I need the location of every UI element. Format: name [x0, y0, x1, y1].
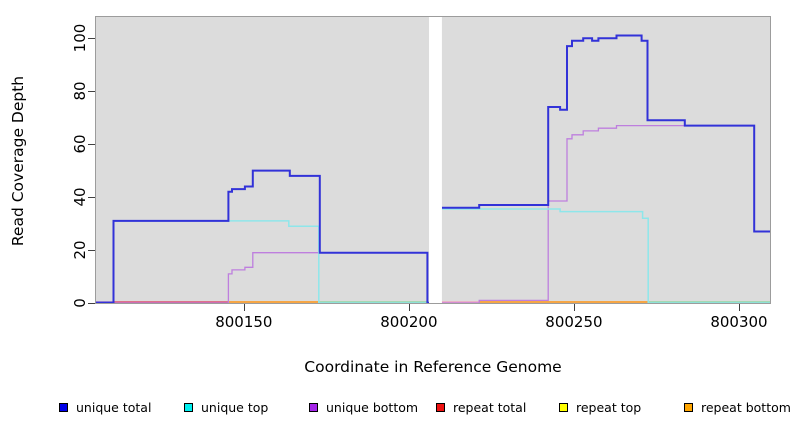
x-tick-label: 800150 [215, 313, 273, 331]
legend-item: repeat top [559, 399, 642, 415]
series-line-unique-total [96, 169, 429, 303]
x-tick-label: 800300 [710, 313, 768, 331]
series-line-unique-top [96, 220, 429, 303]
legend-swatch-icon [684, 402, 693, 412]
legend-label: repeat top [576, 399, 642, 415]
y-tick-mark [88, 91, 95, 93]
x-tick-mark [738, 304, 740, 311]
y-tick-mark [88, 38, 95, 40]
coverage-step-chart [96, 17, 770, 303]
missing-data-gap [429, 17, 442, 303]
y-tick-label: 100 [71, 23, 89, 53]
y-tick-mark [88, 197, 95, 199]
series-line-unique-bottom [96, 252, 429, 303]
legend-label: unique total [76, 399, 152, 415]
x-tick-mark [573, 304, 575, 311]
legend-item: unique top [184, 399, 269, 415]
x-tick-label: 800200 [380, 313, 438, 331]
legend-swatch-icon [436, 402, 445, 412]
legend-label: repeat total [453, 399, 527, 415]
y-tick-label: 60 [71, 134, 89, 154]
series-line-unique-top [441, 208, 770, 303]
y-tick-label: 20 [71, 240, 89, 260]
x-axis-title: Coordinate in Reference Genome [304, 358, 562, 376]
legend-swatch-icon [309, 402, 318, 412]
series-line-unique-total [441, 34, 770, 233]
y-tick-mark [88, 303, 95, 304]
legend-label: repeat bottom [701, 399, 791, 415]
y-tick-mark [88, 250, 95, 252]
legend-item: repeat bottom [684, 399, 791, 415]
y-tick-label: 40 [71, 187, 89, 207]
y-tick-mark [88, 144, 95, 146]
legend-label: unique top [201, 399, 269, 415]
y-tick-label: 0 [71, 298, 89, 308]
legend-label: unique bottom [326, 399, 419, 415]
y-axis-title: Read Coverage Depth [9, 75, 27, 247]
legend-item: unique bottom [309, 399, 419, 415]
plot-area [95, 16, 771, 304]
legend-swatch-icon [184, 402, 193, 412]
series-line-unique-bottom [441, 124, 770, 303]
legend-swatch-icon [559, 402, 568, 412]
y-tick-label: 80 [71, 81, 89, 101]
x-tick-mark [243, 304, 245, 311]
legend-swatch-icon [59, 402, 68, 412]
x-tick-label: 800250 [545, 313, 603, 331]
legend-item: unique total [59, 399, 152, 415]
x-tick-mark [408, 304, 410, 311]
legend-item: repeat total [436, 399, 527, 415]
